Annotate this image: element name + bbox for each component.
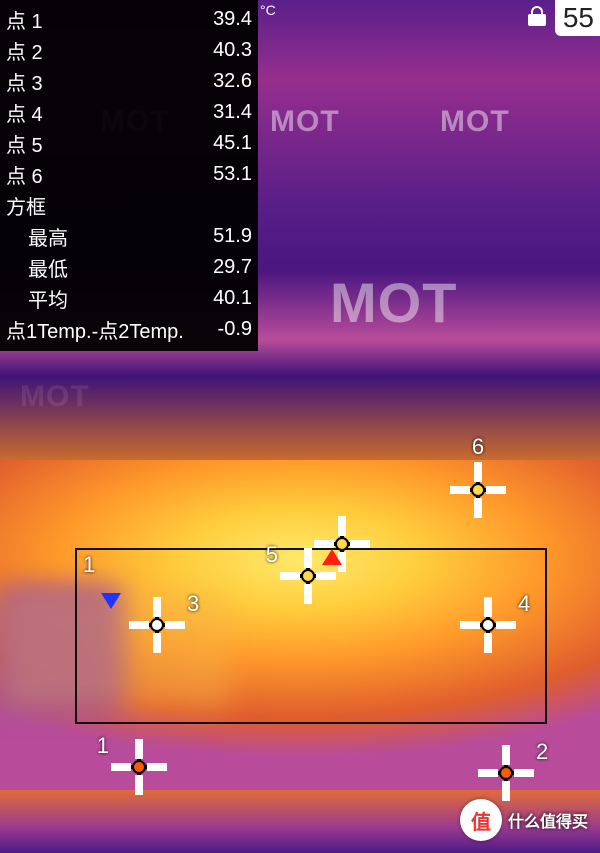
point-reading-row: 点 139.4 — [6, 4, 252, 35]
box-stat-value: 40.1 — [208, 283, 252, 314]
temp-marker[interactable]: 6 — [450, 462, 506, 518]
hotspot-marker — [322, 549, 342, 565]
point-label: 点 3 — [6, 66, 208, 97]
point-value: 32.6 — [208, 66, 252, 97]
point-value: 53.1 — [208, 159, 252, 190]
temp-marker[interactable]: 3 — [129, 597, 185, 653]
point-value: 39.4 — [208, 4, 252, 35]
point-label: 点 2 — [6, 35, 208, 66]
point-reading-row: 点 431.4 — [6, 97, 252, 128]
marker-label: 5 — [266, 542, 278, 568]
point-reading-row: 点 240.3 — [6, 35, 252, 66]
coldspot-marker — [101, 593, 121, 609]
marker-label: 6 — [472, 434, 484, 460]
delta-value: -0.9 — [208, 314, 252, 345]
point-value: 31.4 — [208, 97, 252, 128]
box-stat-label: 最高 — [6, 221, 208, 252]
delta-label: 点1Temp.-点2Temp. — [6, 314, 208, 345]
box-stat-row: 平均40.1 — [6, 283, 252, 314]
box-stat-label: 平均 — [6, 283, 208, 314]
marker-label: 4 — [518, 591, 530, 617]
box-stat-value: 29.7 — [208, 252, 252, 283]
point-reading-row: 点 545.1 — [6, 128, 252, 159]
point-value: 45.1 — [208, 128, 252, 159]
point-label: 点 1 — [6, 4, 208, 35]
unit-label: °C — [260, 2, 276, 18]
box-header: 方框 — [6, 190, 252, 221]
marker-label: 3 — [187, 591, 199, 617]
marker-label: 1 — [97, 733, 109, 759]
point-label: 点 4 — [6, 97, 208, 128]
box-stat-row: 最高51.9 — [6, 221, 252, 252]
point-reading-row: 点 332.6 — [6, 66, 252, 97]
box-stat-label: 最低 — [6, 252, 208, 283]
badge-text: 什么值得买 — [508, 808, 588, 832]
temp-marker[interactable]: 1 — [111, 739, 167, 795]
temp-marker[interactable]: 4 — [460, 597, 516, 653]
box-stat-row: 最低29.7 — [6, 252, 252, 283]
scale-max-value: 55 — [555, 0, 600, 36]
temp-marker[interactable]: 2 — [478, 745, 534, 801]
badge-icon: 值 — [460, 799, 502, 841]
point-reading-row: 点 653.1 — [6, 159, 252, 190]
thermal-screenshot: MOT MOT MOT MOT MOT 点 139.4点 240.3点 332.… — [0, 0, 600, 853]
box-stat-value: 51.9 — [208, 221, 252, 252]
measurement-box-label: 1 — [83, 552, 95, 578]
readings-panel: 点 139.4点 240.3点 332.6点 431.4点 545.1点 653… — [0, 0, 258, 351]
source-badge[interactable]: 值 什么值得买 — [460, 799, 588, 841]
point-value: 40.3 — [208, 35, 252, 66]
point-label: 点 6 — [6, 159, 208, 190]
point-label: 点 5 — [6, 128, 208, 159]
marker-label: 2 — [536, 739, 548, 765]
lock-icon[interactable] — [528, 6, 546, 32]
